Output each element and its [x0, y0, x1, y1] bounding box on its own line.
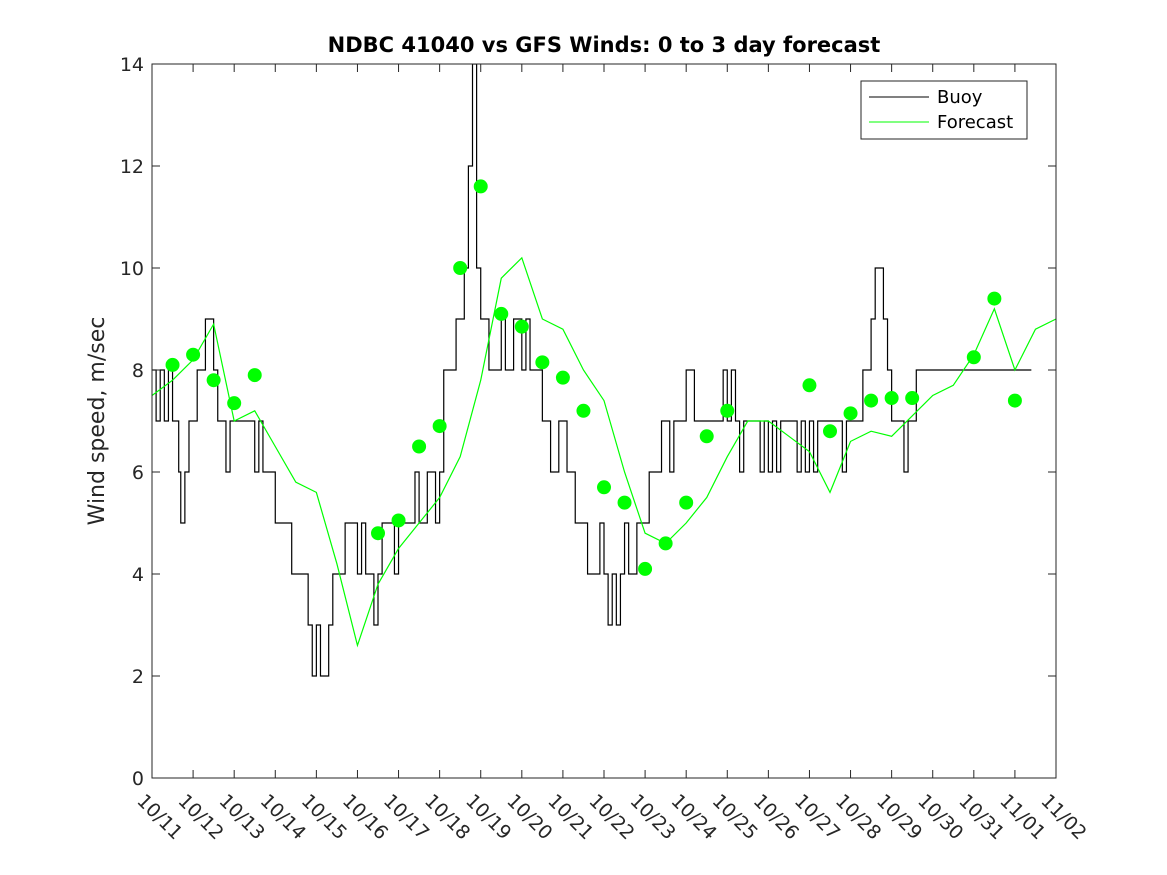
forecast-point-marker	[987, 291, 1002, 306]
forecast-point-marker	[391, 513, 406, 528]
series-line-forecast	[152, 256, 1056, 648]
forecast-point-marker	[802, 378, 817, 393]
forecast-point-marker	[720, 403, 735, 418]
plot-area	[152, 64, 1056, 778]
forecast-point-marker	[864, 393, 879, 408]
forecast-point-marker	[412, 439, 427, 454]
forecast-point-marker	[679, 495, 694, 510]
legend-label-buoy: Buoy	[937, 87, 983, 108]
forecast-point-marker	[227, 396, 242, 411]
forecast-point-marker	[1007, 393, 1022, 408]
forecast-point-marker	[597, 480, 611, 495]
forecast-point-marker	[843, 406, 858, 421]
forecast-point-marker	[905, 391, 920, 406]
forecast-point-marker	[699, 429, 714, 444]
y-axis-label: Wind speed, m/sec	[85, 317, 110, 526]
plot-series	[152, 64, 1056, 677]
forecast-point-marker	[884, 391, 899, 406]
forecast-point-marker	[371, 526, 385, 541]
forecast-point-marker	[514, 319, 529, 334]
forecast-point-marker	[186, 347, 201, 362]
y-axis-ticks: 0 2 4 6 8 10 12 14	[120, 54, 1056, 790]
series-line-buoy	[152, 64, 1032, 677]
y-tick-label: 12	[120, 156, 144, 178]
y-tick-label: 6	[132, 462, 144, 484]
forecast-point-marker	[823, 424, 837, 439]
legend-label-forecast: Forecast	[937, 112, 1013, 133]
forecast-point-marker	[247, 368, 262, 383]
forecast-point-marker	[576, 403, 591, 418]
forecast-point-marker	[473, 179, 488, 194]
y-tick-label: 0	[132, 768, 144, 790]
forecast-point-marker	[206, 373, 221, 388]
forecast-point-marker	[453, 261, 468, 275]
y-tick-label: 14	[120, 54, 144, 76]
forecast-point-marker	[535, 355, 550, 370]
forecast-point-marker	[617, 495, 632, 510]
y-tick-label: 8	[132, 360, 144, 382]
y-tick-label: 2	[132, 666, 144, 688]
y-tick-label: 10	[120, 258, 144, 280]
forecast-point-marker	[555, 370, 570, 385]
legend: Buoy Forecast	[860, 80, 1028, 140]
y-tick-label: 4	[132, 564, 144, 586]
forecast-point-marker	[638, 561, 653, 576]
legend-box	[860, 80, 1028, 140]
forecast-point-marker	[165, 357, 180, 372]
forecast-point-marker	[494, 306, 509, 321]
forecast-point-marker	[966, 350, 981, 365]
chart-title: NDBC 41040 vs GFS Winds: 0 to 3 day fore…	[328, 33, 881, 57]
forecast-point-marker	[658, 536, 673, 551]
forecast-point-marker	[432, 419, 447, 434]
